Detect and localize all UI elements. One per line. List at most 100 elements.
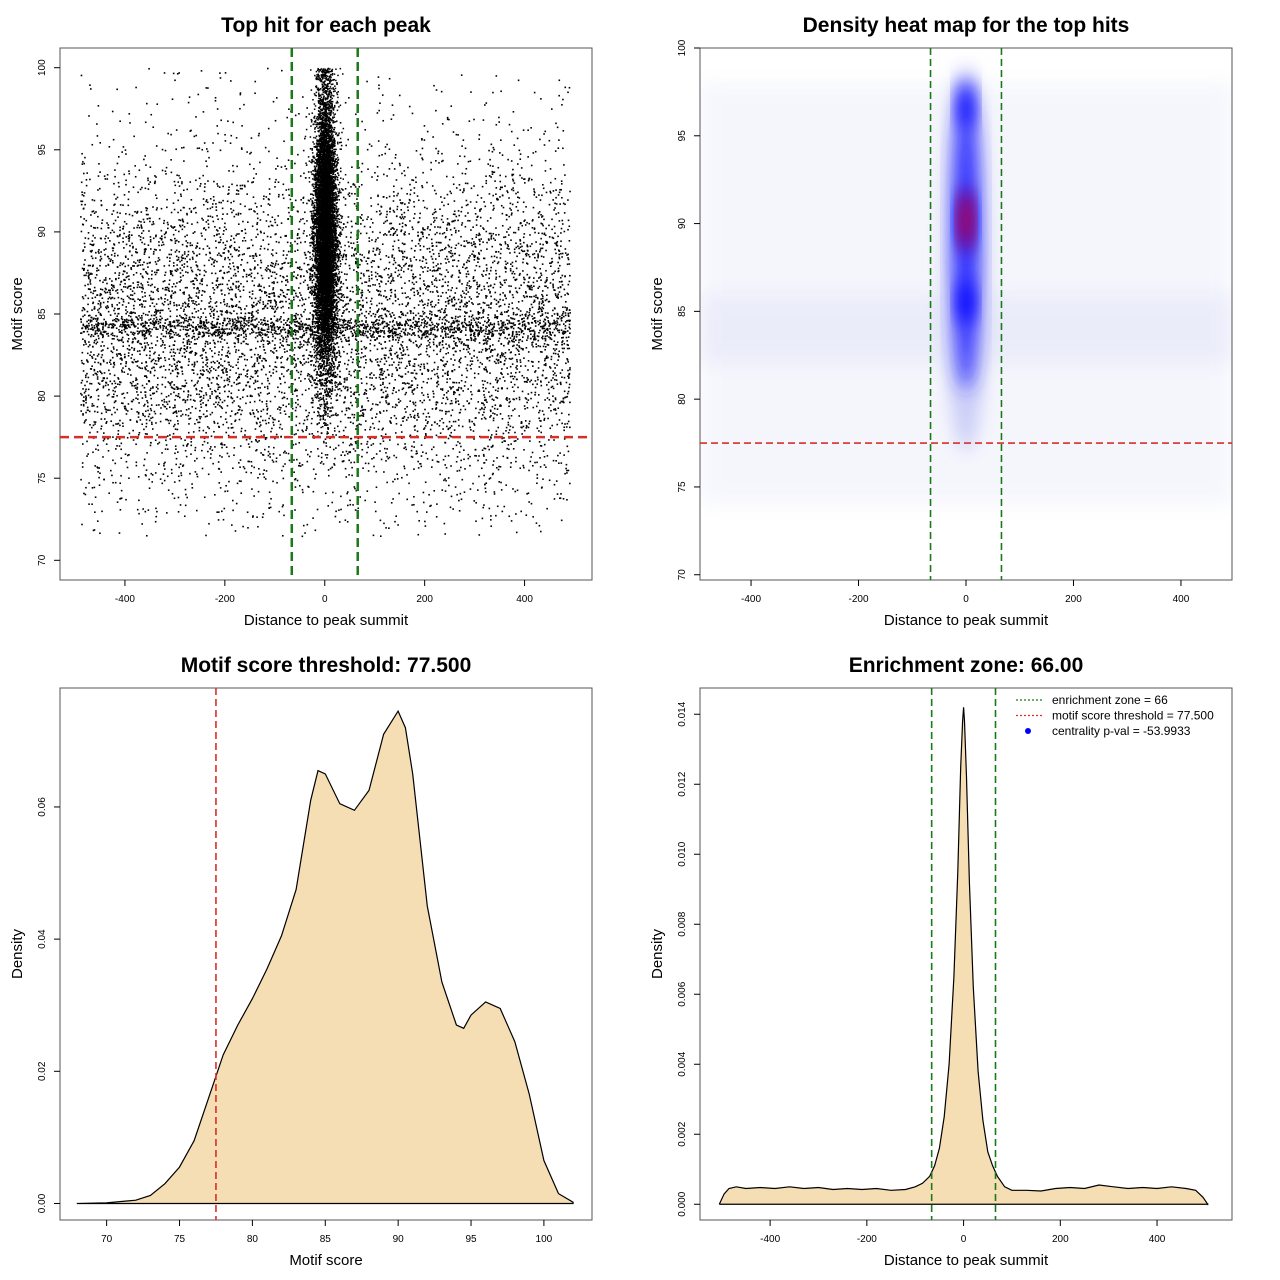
scatter-point — [355, 113, 357, 116]
scatter-point — [200, 395, 202, 398]
scatter-point — [369, 307, 372, 309]
scatter-point — [127, 325, 130, 328]
scatter-point — [341, 334, 344, 337]
scatter-point — [193, 287, 195, 289]
scatter-point — [387, 395, 389, 398]
scatter-point — [198, 426, 201, 429]
scatter-point — [144, 320, 147, 323]
scatter-point — [187, 304, 189, 306]
scatter-point — [461, 290, 464, 293]
scatter-point — [319, 415, 321, 418]
scatter-point — [543, 417, 546, 420]
scatter-point — [226, 283, 229, 286]
scatter-point — [556, 312, 559, 315]
scatter-point — [459, 361, 462, 364]
scatter-point — [227, 189, 230, 191]
scatter-point — [229, 286, 232, 289]
scatter-point — [369, 358, 372, 361]
scatter-point — [267, 67, 269, 70]
scatter-point — [490, 201, 492, 204]
scatter-point — [175, 129, 178, 131]
scatter-point — [403, 447, 405, 450]
scatter-point — [350, 318, 352, 320]
scatter-point — [393, 185, 395, 188]
scatter-point — [386, 386, 389, 389]
scatter-point — [506, 399, 509, 402]
scatter-point — [452, 508, 454, 510]
scatter-point — [231, 401, 234, 404]
scatter-point — [449, 336, 452, 339]
scatter-point — [511, 302, 513, 304]
scatter-point — [436, 290, 438, 292]
scatter-point — [519, 174, 521, 177]
scatter-point — [297, 371, 300, 374]
scatter-point — [544, 281, 546, 284]
scatter-point — [267, 328, 270, 330]
scatter-point — [232, 324, 234, 327]
scatter-point — [288, 324, 290, 327]
scatter-point — [406, 322, 408, 325]
scatter-point — [94, 227, 96, 229]
scatter-point — [457, 210, 460, 212]
scatter-point — [431, 245, 434, 248]
scatter-point — [182, 328, 185, 331]
scatter-point — [378, 283, 381, 285]
scatter-point — [536, 296, 539, 299]
scatter-point — [164, 461, 166, 464]
scatter-point — [480, 467, 483, 470]
scatter-point — [373, 327, 376, 329]
scatter-point — [313, 351, 316, 354]
scatter-point — [472, 226, 474, 228]
scatter-point — [95, 448, 97, 450]
scatter-point — [172, 351, 175, 353]
scatter-point — [306, 220, 308, 222]
scatter-point — [147, 244, 150, 246]
scatter-point — [315, 377, 318, 379]
scatter-point — [552, 286, 555, 289]
scatter-point — [492, 464, 494, 466]
scatter-point — [230, 134, 233, 137]
scatter-point — [540, 279, 542, 281]
scatter-point — [350, 322, 353, 324]
scatter-point — [232, 265, 235, 268]
scatter-point — [382, 383, 384, 386]
scatter-point — [188, 324, 190, 327]
scatter-point — [351, 443, 353, 446]
scatter-point — [375, 327, 377, 330]
scatter-point — [239, 93, 242, 96]
scatter-point — [353, 269, 355, 271]
scatter-point — [470, 398, 473, 400]
scatter-point — [453, 305, 455, 307]
scatter-point — [116, 335, 118, 338]
scatter-point — [237, 223, 240, 225]
scatter-point — [454, 359, 456, 361]
scatter-point — [529, 380, 531, 383]
scatter-point — [150, 273, 153, 276]
scatter-point — [490, 238, 493, 240]
scatter-point — [423, 331, 426, 334]
scatter-point — [84, 325, 86, 328]
scatter-point — [96, 467, 99, 469]
scatter-point — [358, 423, 361, 425]
scatter-point — [406, 405, 408, 408]
scatter-point — [285, 279, 287, 282]
scatter-point — [147, 179, 149, 182]
scatter-point — [559, 245, 562, 247]
scatter-point — [413, 388, 416, 390]
scatter-point — [384, 433, 387, 436]
scatter-point — [392, 114, 395, 116]
scatter-point — [345, 368, 348, 370]
scatter-point — [201, 235, 203, 237]
scatter-point — [433, 219, 436, 222]
scatter-point — [441, 402, 443, 404]
scatter-point — [472, 280, 475, 282]
scatter-point — [84, 390, 87, 393]
scatter-point — [212, 367, 215, 370]
scatter-point — [144, 394, 147, 396]
scatter-point — [495, 276, 498, 279]
scatter-point — [439, 419, 441, 422]
scatter-point — [118, 329, 120, 331]
scatter-point — [450, 192, 453, 195]
scatter-point — [386, 393, 389, 396]
scatter-point — [295, 458, 298, 461]
